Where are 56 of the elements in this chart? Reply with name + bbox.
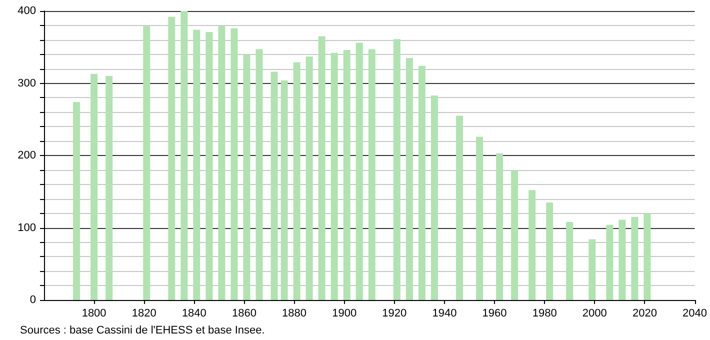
x-tick-label: 1860 xyxy=(232,308,256,320)
bar xyxy=(511,170,518,300)
bar xyxy=(418,66,426,300)
bar xyxy=(106,76,113,300)
bar xyxy=(218,25,226,300)
bar xyxy=(528,190,536,300)
bar xyxy=(73,102,80,300)
x-tick-label: 2040 xyxy=(682,308,708,320)
bar xyxy=(393,39,400,300)
bar xyxy=(193,30,200,300)
bar xyxy=(293,62,300,300)
bar xyxy=(343,50,350,300)
source-note: Sources : base Cassini de l'EHESS et base Insee. xyxy=(20,324,265,336)
bar xyxy=(206,32,213,300)
x-tick-label: 1920 xyxy=(382,308,407,320)
x-tick-label: 2000 xyxy=(582,308,607,320)
bar xyxy=(546,202,554,300)
bar xyxy=(644,213,651,300)
bar xyxy=(180,11,188,300)
y-tick-label: 100 xyxy=(18,222,36,234)
bar xyxy=(306,56,313,300)
x-tick-label: 1820 xyxy=(132,308,156,320)
y-tick-label: 400 xyxy=(18,5,36,17)
bar xyxy=(476,136,484,300)
bar xyxy=(168,16,176,300)
y-tick-label: 0 xyxy=(30,294,36,306)
bar xyxy=(588,239,596,300)
bar xyxy=(270,72,278,300)
bar xyxy=(143,26,150,300)
bar xyxy=(280,80,288,300)
x-tick-label: 1960 xyxy=(482,308,507,320)
bar xyxy=(356,42,363,300)
bar xyxy=(618,220,626,300)
bar xyxy=(368,49,376,300)
y-tick-label: 300 xyxy=(18,77,36,90)
x-tick-label: 1980 xyxy=(532,308,557,320)
bar xyxy=(318,36,326,300)
x-tick-label: 2020 xyxy=(632,308,657,320)
bar xyxy=(456,116,463,300)
x-tick-label: 1880 xyxy=(282,308,307,320)
x-tick-label: 1840 xyxy=(182,308,206,320)
bar xyxy=(230,28,238,300)
x-tick-label: 1940 xyxy=(432,308,457,320)
bar xyxy=(496,153,504,300)
bar xyxy=(90,74,98,300)
x-tick-label: 1800 xyxy=(82,308,106,320)
x-tick-label: 1900 xyxy=(332,308,357,320)
bar xyxy=(256,49,263,300)
bar xyxy=(566,222,574,300)
bar xyxy=(430,96,438,300)
bar xyxy=(631,216,638,300)
bar xyxy=(606,224,614,300)
y-tick-label: 200 xyxy=(18,150,36,162)
bar xyxy=(330,52,338,300)
bar xyxy=(406,58,413,300)
bar xyxy=(243,54,250,300)
